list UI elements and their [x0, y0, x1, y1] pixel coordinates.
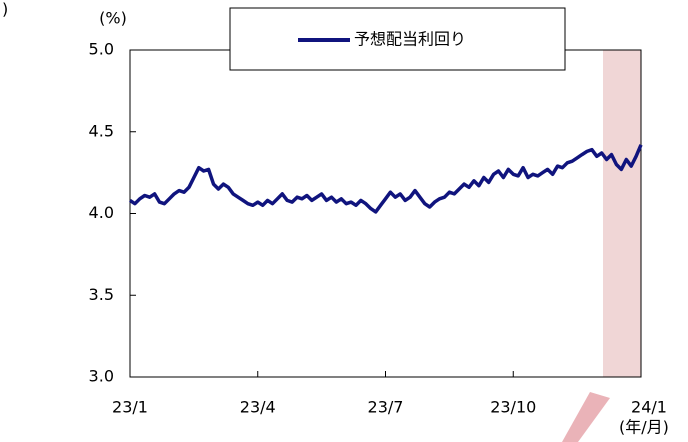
plot-frame — [129, 49, 642, 378]
legend-label: 予想配当利回り — [354, 30, 466, 49]
y-tick-label: 5.0 — [89, 40, 114, 59]
pointer-arrow — [562, 392, 610, 442]
y-axis-label: (%) — [99, 9, 127, 28]
corner-text: ) — [2, 0, 8, 19]
legend — [229, 7, 566, 71]
x-tick-label: 23/1 — [112, 398, 148, 417]
x-tick-label: 23/7 — [368, 398, 404, 417]
series-line — [129, 144, 643, 214]
x-tick-label: 23/4 — [240, 398, 276, 417]
x-tick-label: 23/10 — [490, 398, 536, 417]
y-tick-label: 4.5 — [89, 121, 114, 140]
y-tick-label: 4.0 — [89, 203, 114, 222]
highlight-band — [603, 50, 641, 377]
y-tick-label: 3.0 — [89, 367, 114, 386]
x-tick-label: 24/1 — [631, 398, 667, 417]
x-axis-label: (年/月) — [619, 418, 669, 437]
y-tick-label: 3.5 — [89, 285, 114, 304]
